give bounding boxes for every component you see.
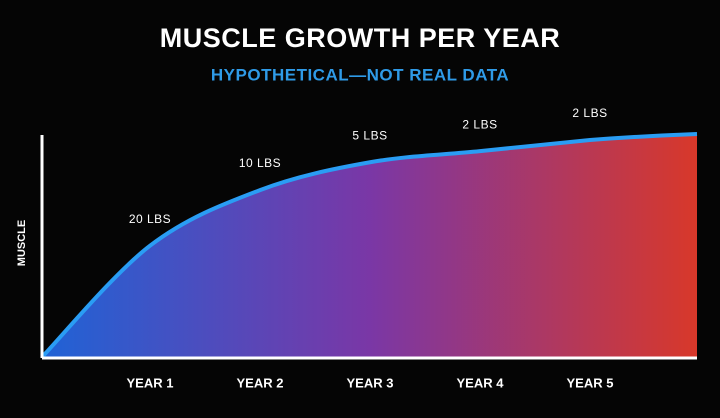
x-tick-label: YEAR 5 [567, 375, 614, 390]
chart-subtitle: HYPOTHETICAL—NOT REAL DATA [211, 65, 509, 84]
area-fill [42, 134, 697, 357]
y-axis-label: MUSCLE [16, 220, 28, 266]
value-label: 2 LBS [462, 117, 497, 131]
x-tick-label: YEAR 2 [237, 375, 284, 390]
x-tick-label: YEAR 3 [347, 375, 394, 390]
value-label: 10 LBS [239, 156, 281, 170]
value-label: 2 LBS [572, 106, 607, 120]
value-label: 5 LBS [352, 128, 387, 142]
chart-title: MUSCLE GROWTH PER YEAR [160, 23, 561, 53]
value-label: 20 LBS [129, 212, 171, 226]
x-tick-label: YEAR 1 [127, 375, 174, 390]
growth-line [40, 132, 698, 359]
x-tick-label: YEAR 4 [457, 375, 505, 390]
